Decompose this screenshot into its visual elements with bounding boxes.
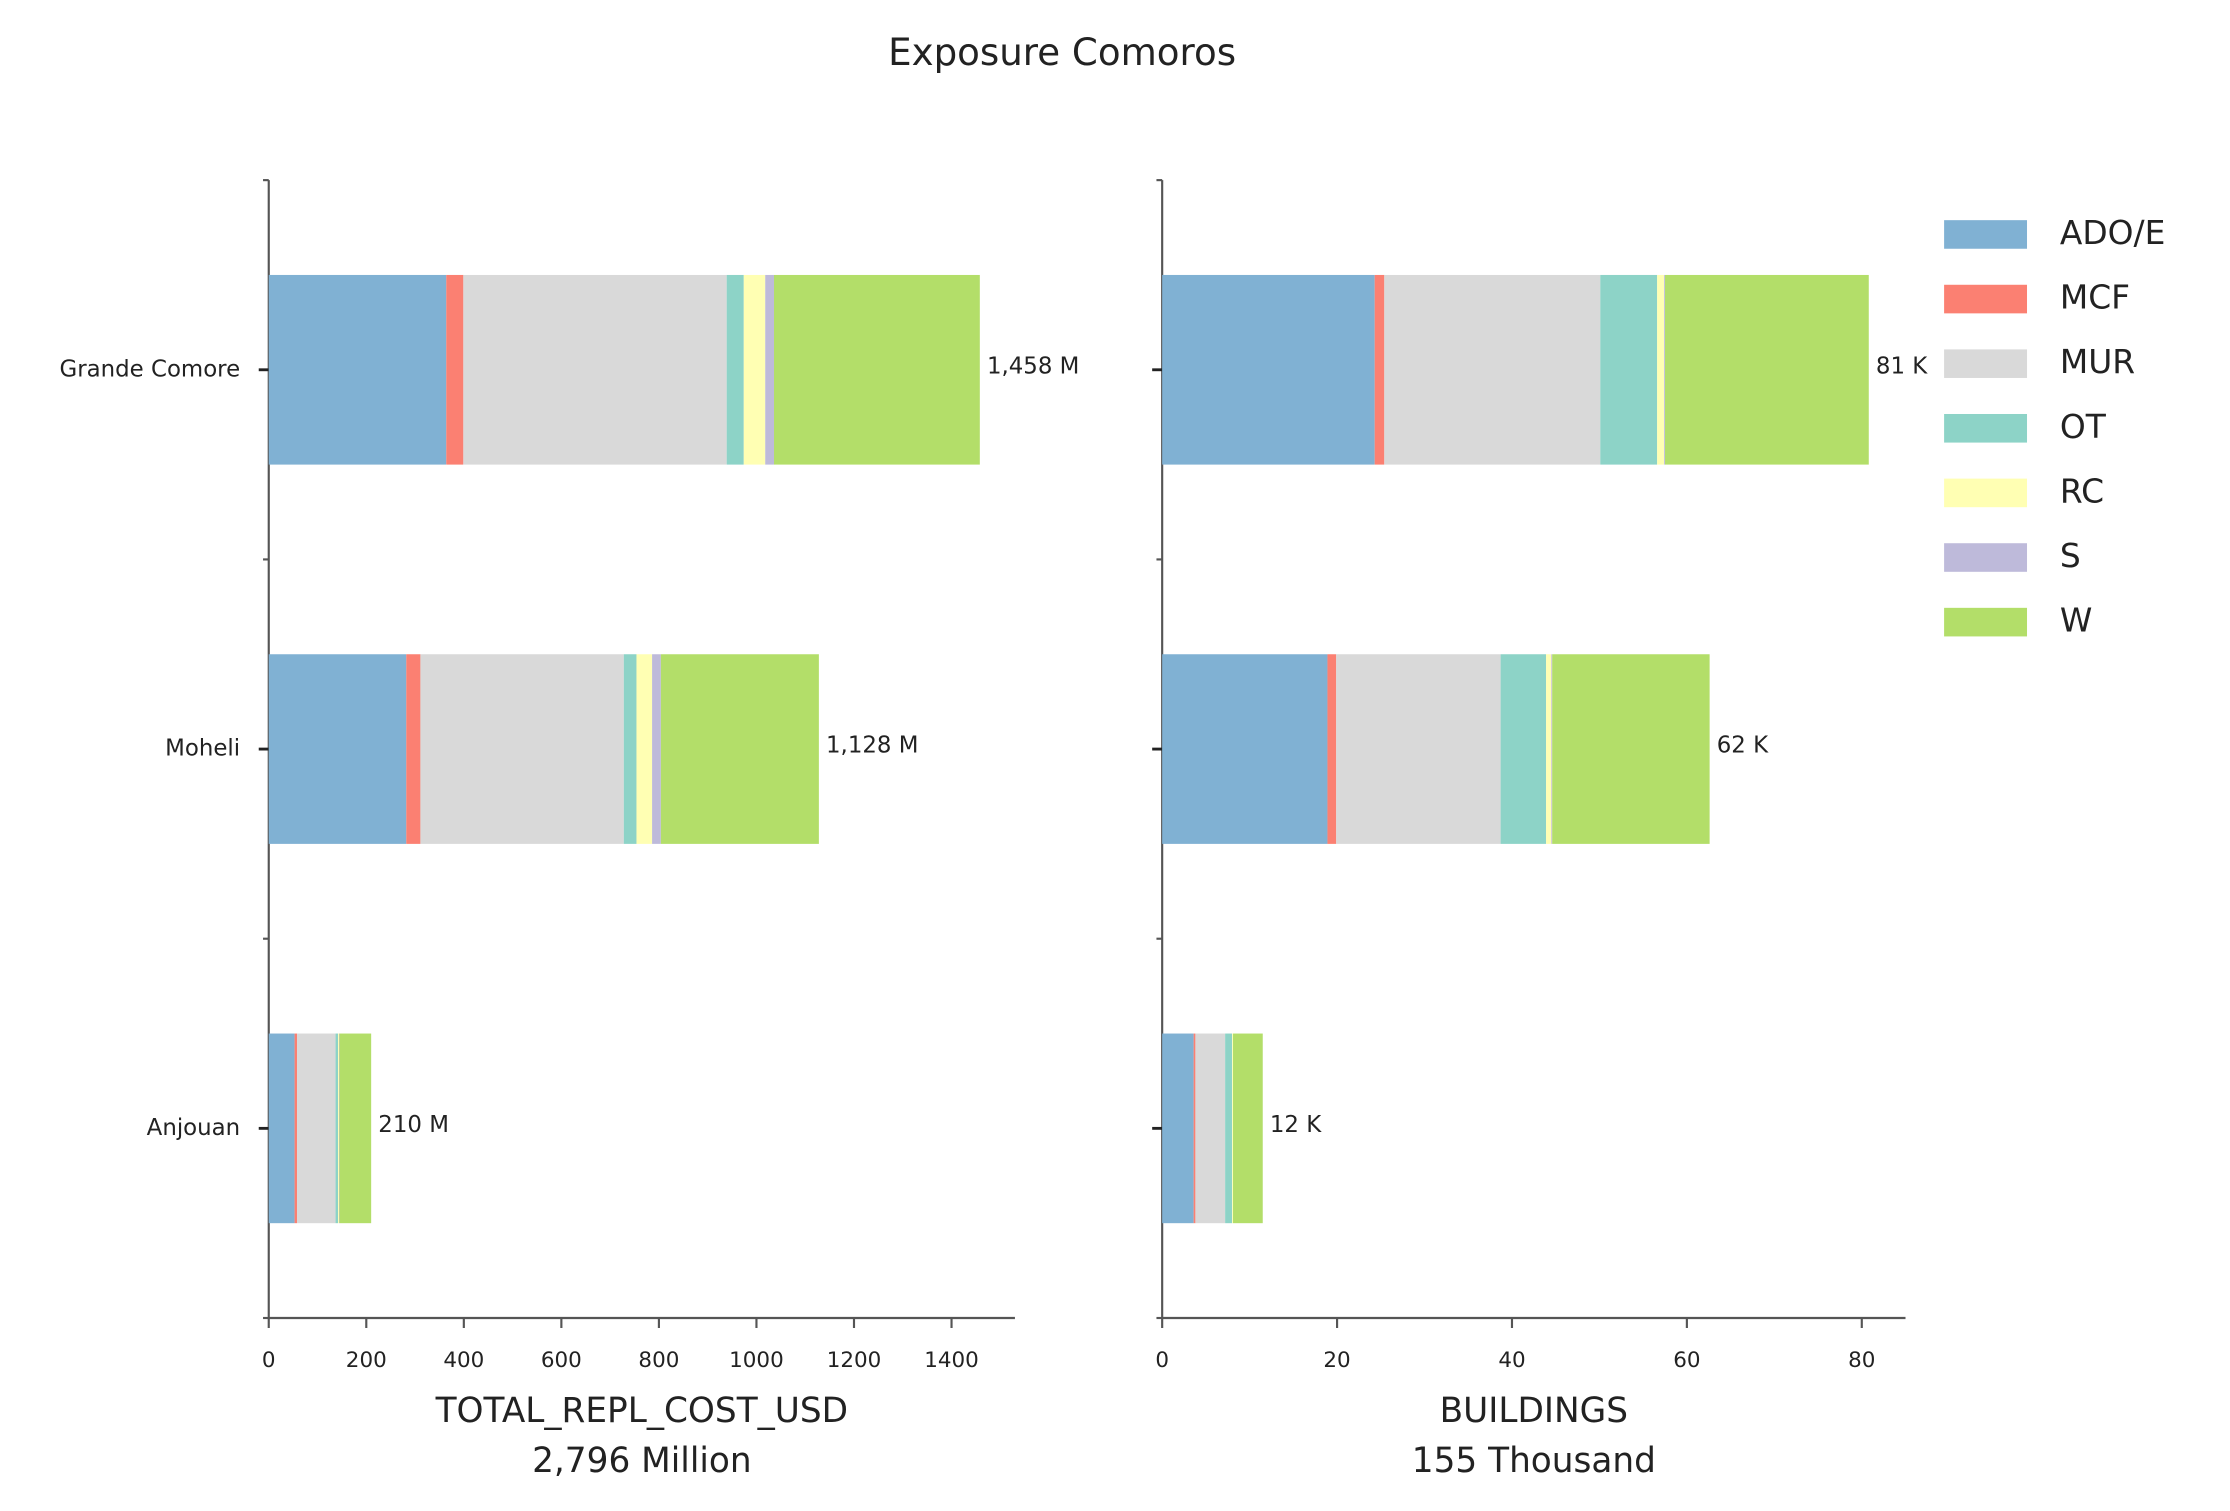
legend-label: S [2060,536,2081,575]
x-tick-label: 800 [638,1348,679,1373]
bar-segment [1500,654,1547,844]
bar-segment [297,1033,336,1224]
legend-swatch [1944,478,2028,508]
x-tick-label: 200 [346,1348,387,1373]
bar-segment [446,274,464,465]
legend-label: MUR [2060,342,2135,381]
bar-segment [463,274,727,465]
bar-segment [1195,1033,1226,1224]
bar-segment [1546,654,1552,844]
bar-segment [623,654,637,844]
bar-segment [268,274,447,465]
legend-label: RC [2060,471,2104,510]
bar-segment [652,654,661,844]
x-tick-label: 1200 [827,1348,882,1373]
x-tick-label: 0 [262,1348,276,1373]
x-tick-label: 1400 [924,1348,979,1373]
x-axis-sublabel: 155 Thousand [1412,1441,1656,1481]
bar-segment [1552,654,1710,844]
y-tick-label: Grande Comore [60,356,241,382]
bar-segment [660,654,819,844]
bar-segment [1162,1033,1194,1224]
x-tick-label: 40 [1498,1348,1525,1373]
bar-segment [1233,1033,1263,1224]
legend-label: ADO/E [2060,213,2165,252]
bar-segment [1600,274,1658,465]
bar-segment [335,1033,338,1224]
bar-segment [1327,654,1337,844]
bar-segment [406,654,421,844]
legend-swatch [1944,413,2028,443]
legend-swatch [1944,543,2028,572]
x-tick-label: 600 [541,1348,582,1373]
legend-label: W [2060,601,2093,640]
bar-segment [726,274,744,465]
bar-segment [337,1033,339,1224]
bar-segment [1225,1033,1233,1224]
x-tick-label: 80 [1848,1348,1875,1373]
bar-segment [1232,1033,1234,1224]
bar-segment [1374,274,1385,465]
chart-title: Exposure Comoros [888,31,1236,74]
legend-swatch [1944,220,2028,249]
x-tick-label: 0 [1155,1348,1169,1373]
x-axis-label: TOTAL_REPL_COST_USD [435,1391,848,1431]
bar-segment [1193,1033,1196,1224]
bar-segment [1336,654,1501,844]
x-tick-label: 20 [1323,1348,1350,1373]
legend-swatch [1944,349,2028,378]
legend-swatch [1944,607,2028,637]
x-tick-label: 60 [1673,1348,1700,1373]
bar-segment [268,1033,295,1224]
bar-segment [1664,274,1666,465]
bar-segment [774,274,980,465]
total-label: 1,458 M [987,353,1079,379]
x-axis-label: BUILDINGS [1440,1391,1628,1431]
legend-swatch [1944,284,2028,314]
total-label: 62 K [1717,733,1769,759]
x-axis-sublabel: 2,796 Million [532,1441,752,1481]
total-label: 81 K [1876,353,1928,379]
y-tick-label: Moheli [165,736,240,762]
bar-segment [1162,654,1328,844]
bar-segment [1665,274,1869,465]
bar-segment [765,274,775,465]
bar-segment [339,1033,372,1224]
y-tick-label: Anjouan [147,1115,240,1141]
legend-label: OT [2060,407,2107,446]
bar-segment [1384,274,1601,465]
x-tick-label: 1000 [729,1348,784,1373]
x-tick-label: 400 [443,1348,484,1373]
bar-segment [420,654,624,844]
bar-segment [294,1033,298,1224]
bar-segment [636,654,653,844]
legend-label: MCF [2060,278,2130,317]
total-label: 1,128 M [826,733,918,759]
bar-segment [268,654,407,844]
bar-segment [1657,274,1665,465]
total-label: 210 M [378,1112,449,1138]
bar-segment [1162,274,1375,465]
total-label: 12 K [1270,1112,1322,1138]
bar-segment [743,274,766,465]
bar-segment [1551,654,1553,844]
